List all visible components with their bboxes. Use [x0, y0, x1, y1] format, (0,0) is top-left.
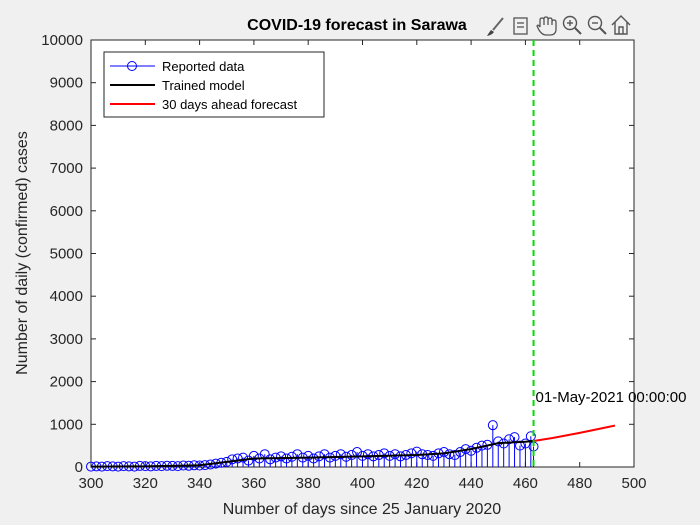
axes-toolbar — [487, 15, 631, 36]
reported-point — [493, 436, 504, 447]
chart-title: COVID-19 forecast in Sarawa — [247, 17, 467, 34]
reported-point — [238, 452, 249, 463]
reported-point — [504, 434, 515, 445]
reported-point — [335, 449, 346, 460]
date-annotation: 01-May-2021 00:00:00 — [536, 389, 687, 406]
reported-point — [449, 450, 460, 461]
reported-point — [406, 448, 417, 459]
reported-point — [286, 451, 297, 462]
zoom-in-icon[interactable] — [562, 15, 582, 35]
reported-point — [303, 450, 314, 461]
axis-ticks: 300 320 340 360 380 400 420 440 460 480 5000100020… — [41, 32, 646, 492]
x-tick-label: 440 — [459, 475, 484, 492]
reported-point — [227, 454, 238, 465]
y-tick-label: 6000 — [50, 203, 83, 220]
legend-reported-marker — [127, 61, 137, 71]
y-tick-label: 4000 — [50, 288, 83, 305]
reported-point — [428, 450, 439, 461]
x-tick-label: 460 — [513, 475, 538, 492]
data-tips-icon[interactable] — [513, 17, 528, 35]
x-tick-label: 400 — [350, 475, 375, 492]
legend-label-trained: Trained model — [162, 78, 245, 93]
reported-point — [276, 451, 287, 462]
y-tick-label: 10000 — [41, 32, 83, 49]
reported-point — [346, 450, 357, 461]
y-tick-label: 2000 — [50, 374, 83, 391]
x-tick-label: 300 — [78, 475, 103, 492]
y-axis-label: Number of daily (confirmed) cases — [14, 131, 31, 375]
x-tick-label: 320 — [133, 475, 158, 492]
forecast-line — [533, 424, 616, 442]
y-tick-label: 3000 — [50, 331, 83, 348]
reported-point — [390, 449, 401, 460]
x-tick-label: 500 — [621, 475, 646, 492]
reported-point — [487, 420, 498, 431]
chart-marks — [86, 40, 616, 472]
y-tick-label: 8000 — [50, 117, 83, 134]
x-tick-label: 380 — [296, 475, 321, 492]
legend-label-reported: Reported data — [162, 59, 245, 74]
x-tick-label: 360 — [241, 475, 266, 492]
y-tick-label: 0 — [75, 459, 83, 476]
y-tick-label: 9000 — [50, 75, 83, 92]
reported-point — [232, 453, 243, 464]
y-tick-label: 5000 — [50, 246, 83, 263]
y-tick-label: 7000 — [50, 160, 83, 177]
reported-point — [411, 446, 422, 457]
home-icon[interactable] — [611, 15, 631, 35]
x-tick-label: 480 — [567, 475, 592, 492]
x-tick-label: 420 — [404, 475, 429, 492]
pan-hand-icon[interactable] — [536, 16, 557, 36]
trained-model-line — [90, 439, 534, 468]
reported-point — [248, 450, 259, 461]
x-axis-label: Number of days since 25 January 2020 — [223, 501, 501, 518]
reported-point — [379, 448, 390, 459]
reported-point — [319, 449, 330, 460]
brush-icon[interactable] — [487, 17, 504, 36]
legend: Reported data Trained model 30 days ahea… — [103, 51, 325, 118]
y-tick-label: 1000 — [50, 416, 83, 433]
x-tick-label: 340 — [187, 475, 212, 492]
reported-point — [265, 454, 276, 465]
zoom-out-icon[interactable] — [587, 15, 607, 35]
reported-point — [362, 449, 373, 460]
legend-label-forecast: 30 days ahead forecast — [162, 97, 298, 112]
